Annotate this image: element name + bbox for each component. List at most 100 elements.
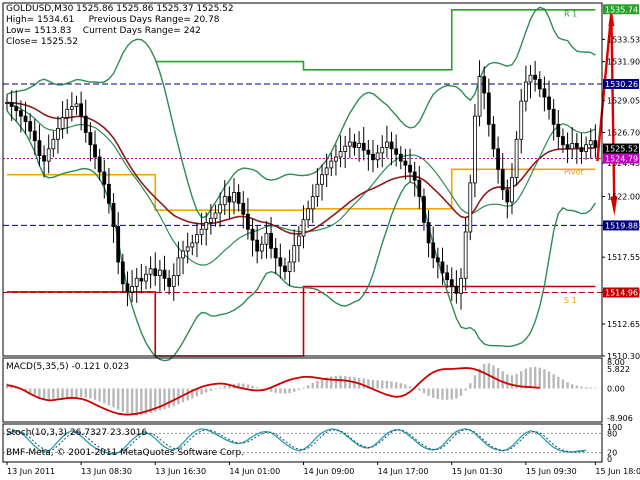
macd-bar bbox=[10, 385, 13, 389]
level-label: R 1 bbox=[564, 10, 577, 19]
macd-bar bbox=[339, 375, 342, 389]
candle-body bbox=[130, 286, 134, 293]
price-axis: 1533.53 1531.90 1529.05 1526.70 1524.45 1522.… bbox=[2, 2, 640, 463]
macd-bar bbox=[557, 376, 560, 389]
macd-bar bbox=[459, 388, 463, 396]
price-tag-label: 1524.79 bbox=[605, 155, 638, 164]
macd-bar bbox=[223, 385, 226, 389]
candle-body bbox=[371, 153, 375, 161]
stoch-main-line bbox=[6, 428, 587, 455]
candle-body bbox=[56, 127, 60, 140]
macd-bar bbox=[445, 388, 449, 400]
macd-bar bbox=[575, 385, 579, 389]
macd-bar bbox=[228, 384, 231, 389]
time-tick-label: 15 Jun 01:30 bbox=[452, 467, 503, 476]
symbol-ohlc: GOLDUSD,M30 1525.86 1525.86 1525.37 1525… bbox=[6, 4, 234, 14]
macd-bar bbox=[255, 387, 259, 389]
high-value: High= 1534.61 bbox=[6, 15, 75, 25]
candle-body bbox=[435, 257, 440, 263]
candle-body bbox=[417, 179, 422, 197]
candle-body bbox=[556, 123, 561, 137]
candle-body bbox=[510, 177, 514, 203]
macd-bar bbox=[283, 388, 287, 394]
macd-panel[interactable]: 8.005.822 0.00 -8.906 bbox=[5, 358, 633, 423]
candle-body bbox=[561, 136, 565, 146]
macd-bar bbox=[510, 375, 514, 389]
macd-bar bbox=[209, 388, 213, 391]
macd-bar bbox=[218, 387, 222, 389]
candle-body bbox=[551, 108, 556, 125]
candle-body bbox=[579, 147, 584, 152]
macd-bar bbox=[135, 388, 138, 416]
macd-bar bbox=[320, 378, 324, 389]
candle-body bbox=[584, 144, 589, 152]
bollinger-middle-line bbox=[6, 101, 596, 266]
macd-bar bbox=[302, 387, 305, 389]
price-tag-label: 1525.52 bbox=[605, 145, 638, 154]
candle-body bbox=[343, 145, 348, 152]
macd-bar bbox=[584, 387, 588, 389]
macd-bar bbox=[269, 388, 273, 392]
candle-body bbox=[278, 257, 283, 267]
macd-bar bbox=[149, 388, 152, 414]
macd-bar bbox=[205, 388, 208, 393]
moving-average-line bbox=[6, 101, 596, 235]
macd-bar bbox=[404, 384, 407, 389]
candle-body bbox=[352, 141, 357, 148]
macd-bar bbox=[144, 388, 148, 415]
macd-bar bbox=[195, 388, 199, 397]
macd-bar bbox=[552, 374, 555, 389]
candle-body bbox=[28, 121, 33, 132]
price-panel[interactable]: R 1 Pivot S 1 bbox=[3, 6, 618, 362]
macd-bar bbox=[186, 388, 189, 401]
candle-body bbox=[459, 277, 463, 294]
macd-bar bbox=[103, 388, 106, 404]
candle-body bbox=[255, 239, 260, 252]
price-tag-label: 1535.74 bbox=[605, 5, 638, 14]
macd-bar bbox=[330, 376, 333, 389]
macd-bar bbox=[381, 380, 384, 389]
macd-bar bbox=[580, 386, 583, 389]
price-tick-label: 1533.53 bbox=[607, 35, 640, 44]
candle-body bbox=[120, 261, 125, 285]
price-tag-label: 1519.88 bbox=[605, 221, 638, 230]
candle-body bbox=[144, 273, 148, 282]
candle-body bbox=[199, 228, 204, 236]
candle-body bbox=[482, 76, 487, 94]
macd-bar bbox=[42, 388, 46, 399]
macd-tick-label: 5.822 bbox=[607, 365, 630, 374]
price-tag bbox=[603, 4, 639, 15]
macd-bar bbox=[89, 388, 92, 399]
candle-body bbox=[398, 153, 403, 162]
candle-body bbox=[593, 140, 598, 148]
stoch-tick-label: 100 bbox=[607, 423, 622, 432]
time-axis: 13 Jun 2011 13 Jun 08:30 13 Jun 16:30 14 Ju… bbox=[6, 462, 640, 476]
candle-body bbox=[32, 130, 37, 142]
macd-bar bbox=[260, 388, 264, 390]
macd-bar bbox=[436, 388, 440, 400]
macd-bar bbox=[93, 388, 97, 400]
candle-body bbox=[14, 106, 19, 112]
candle-body bbox=[176, 257, 181, 276]
macd-bar bbox=[496, 367, 500, 389]
candle-body bbox=[264, 232, 269, 245]
macd-bar bbox=[520, 371, 523, 389]
candle-body bbox=[473, 115, 477, 184]
candle-body bbox=[519, 100, 524, 140]
candle-body bbox=[329, 160, 334, 169]
macd-bar bbox=[38, 388, 41, 398]
candle-body bbox=[463, 231, 468, 279]
panel-frame-2 bbox=[2, 357, 603, 423]
candle-body bbox=[232, 192, 236, 203]
candle-body bbox=[222, 196, 227, 206]
candle-body bbox=[338, 151, 343, 158]
candle-body bbox=[148, 268, 153, 275]
low-readout: Low= 1513.83 Current Days Range= 242 bbox=[6, 26, 234, 37]
stoch-tick-label: 20 bbox=[607, 449, 617, 458]
macd-bar bbox=[316, 380, 319, 389]
candle-body bbox=[306, 208, 311, 221]
macd-bar bbox=[251, 385, 254, 389]
macd-bar bbox=[279, 388, 282, 394]
candle-body bbox=[310, 196, 315, 210]
